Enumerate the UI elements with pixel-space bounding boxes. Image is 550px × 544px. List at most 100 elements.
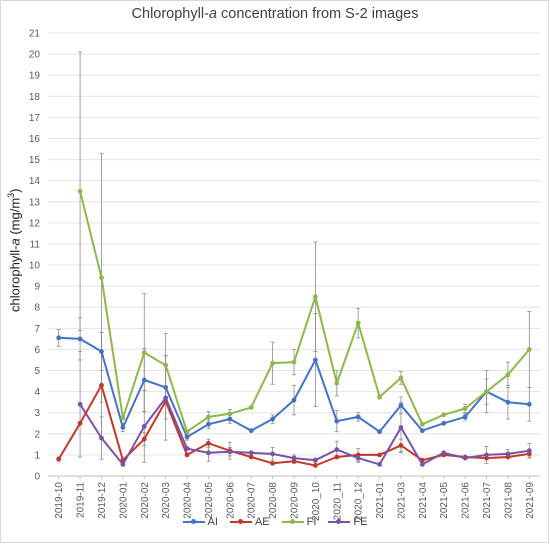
point-fi bbox=[505, 372, 511, 378]
x-tick-label: 2021-05 bbox=[439, 482, 450, 519]
point-ai bbox=[355, 414, 361, 420]
point-ai bbox=[526, 401, 532, 407]
point-ae bbox=[99, 382, 104, 388]
point-ai bbox=[462, 414, 468, 420]
point-fe bbox=[526, 448, 532, 454]
point-fe bbox=[377, 461, 382, 467]
point-ae bbox=[184, 452, 190, 458]
point-fi bbox=[206, 414, 211, 420]
point-fi bbox=[99, 275, 104, 281]
point-ai bbox=[163, 385, 169, 390]
point-fi bbox=[184, 429, 190, 435]
x-tick-label: 2019-10 bbox=[54, 482, 65, 519]
title-part-3: concentration from S-2 images bbox=[216, 6, 419, 22]
point-fe bbox=[248, 450, 254, 456]
legend-item-fi: FI bbox=[281, 516, 316, 528]
y-tick-label: 18 bbox=[29, 92, 41, 103]
point-fi bbox=[270, 360, 276, 366]
chart-title: Chlorophyll-a concentration from S-2 ima… bbox=[0, 6, 550, 22]
series-line-fi bbox=[79, 190, 531, 433]
point-ai bbox=[227, 416, 233, 422]
y-tick-label: 12 bbox=[29, 218, 41, 229]
point-fi bbox=[419, 421, 425, 427]
point-fi bbox=[377, 394, 382, 400]
x-tick-label: 2020-04 bbox=[183, 482, 194, 519]
y-tick-label: 1 bbox=[34, 450, 40, 461]
point-ae bbox=[398, 443, 404, 448]
point-ae bbox=[56, 456, 62, 462]
point-fe bbox=[141, 424, 147, 429]
y-tick-label: 21 bbox=[29, 29, 41, 40]
point-fe bbox=[334, 447, 340, 453]
y-tick-label: 19 bbox=[29, 71, 41, 82]
y-tick-label: 16 bbox=[29, 134, 41, 145]
point-ai bbox=[206, 421, 211, 427]
y-tick-label: 5 bbox=[34, 366, 40, 377]
point-ai bbox=[398, 402, 404, 408]
point-ae bbox=[141, 436, 147, 442]
point-fi bbox=[291, 359, 297, 365]
x-tick-label: 2020-02 bbox=[140, 482, 151, 519]
x-tick-label: 2019-11 bbox=[76, 482, 87, 518]
y-tick-label: 9 bbox=[34, 282, 40, 293]
point-ai bbox=[312, 357, 318, 363]
x-tick-label: 2020_10 bbox=[311, 482, 322, 521]
point-fe bbox=[163, 395, 169, 401]
x-tick-label: 2020-06 bbox=[225, 482, 236, 519]
point-ai bbox=[441, 420, 447, 426]
point-ai bbox=[120, 425, 126, 430]
x-tick-label: 2020_11 bbox=[332, 482, 343, 521]
point-ai bbox=[334, 418, 340, 424]
legend-label-ai: AI bbox=[207, 516, 218, 528]
x-tick-label: 2020-08 bbox=[268, 482, 279, 519]
point-fe bbox=[99, 435, 104, 441]
legend-swatch-fi bbox=[281, 519, 304, 524]
point-ae bbox=[312, 463, 318, 468]
point-fe bbox=[77, 401, 83, 407]
legend-item-fe: FE bbox=[328, 516, 367, 528]
x-tick-label: 2020-01 bbox=[118, 482, 129, 519]
y-tick-label: 3 bbox=[34, 408, 40, 419]
x-tick-label: 2021-06 bbox=[461, 482, 472, 519]
point-fi bbox=[398, 375, 404, 381]
point-fe bbox=[120, 461, 126, 467]
point-fe bbox=[206, 450, 211, 456]
x-tick-label: 2021-01 bbox=[375, 482, 386, 519]
legend-label-fe: FE bbox=[353, 516, 368, 528]
x-tick-label: 2021-07 bbox=[482, 482, 493, 519]
point-ai bbox=[248, 428, 254, 434]
point-fe bbox=[355, 455, 361, 461]
point-ai bbox=[99, 349, 104, 354]
x-tick-label: 2019-12 bbox=[97, 482, 108, 519]
point-ae bbox=[334, 454, 340, 460]
x-tick-label: 2020-03 bbox=[161, 482, 172, 519]
point-fe bbox=[419, 461, 425, 467]
point-ai bbox=[291, 397, 297, 403]
legend-swatch-ae bbox=[229, 519, 252, 524]
point-fe bbox=[312, 457, 318, 463]
point-ae bbox=[206, 440, 211, 446]
point-fi bbox=[312, 294, 318, 300]
point-ai bbox=[377, 429, 382, 435]
point-ae bbox=[270, 460, 276, 466]
legend-item-ae: AE bbox=[229, 516, 270, 528]
point-fi bbox=[248, 405, 254, 410]
point-fe bbox=[505, 451, 511, 457]
point-fi bbox=[526, 347, 532, 352]
point-ai bbox=[141, 377, 147, 383]
point-fe bbox=[398, 425, 404, 430]
point-fi bbox=[355, 320, 361, 326]
x-tick-label: 2020-05 bbox=[204, 482, 215, 519]
point-fe bbox=[484, 452, 489, 458]
point-fe bbox=[291, 455, 297, 461]
y-tick-label: 6 bbox=[34, 345, 40, 356]
y-tick-label: 13 bbox=[29, 197, 41, 208]
y-tick-label: 11 bbox=[30, 239, 41, 250]
y-tick-label: 2 bbox=[34, 429, 40, 440]
y-tick-label: 20 bbox=[29, 50, 41, 61]
point-fe bbox=[441, 450, 447, 456]
legend-swatch-fe bbox=[328, 519, 351, 524]
y-tick-label: 17 bbox=[29, 113, 41, 124]
